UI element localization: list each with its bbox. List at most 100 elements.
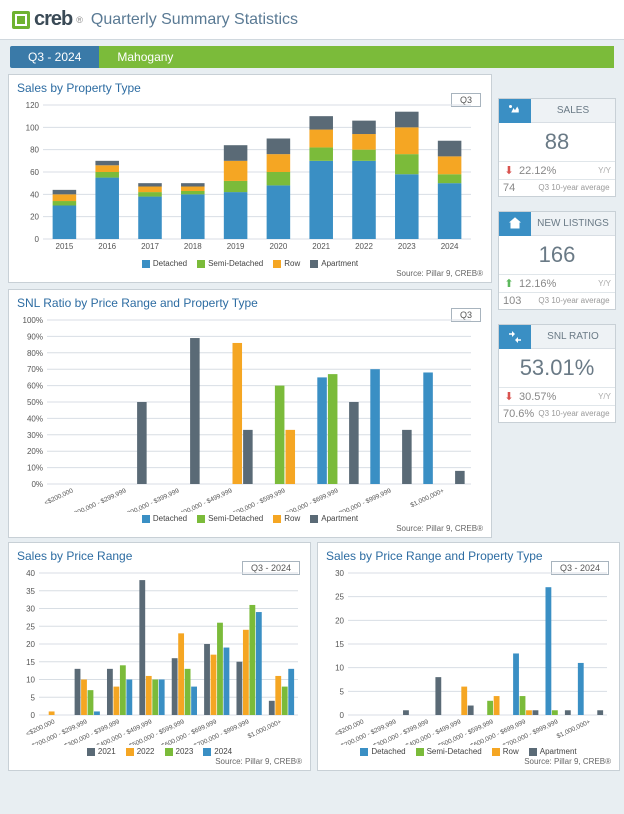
svg-text:5: 5: [340, 687, 345, 696]
svg-text:$1,000,000+: $1,000,000+: [556, 718, 592, 740]
logo-registered: ®: [76, 15, 83, 25]
stat-card-sales: SALES 88 ⬇ 22.12% Y/Y 74 Q3 10-year aver…: [498, 98, 616, 197]
svg-text:0: 0: [35, 235, 40, 244]
stat-card-snl: SNL RATIO 53.01% ⬇ 30.57% Y/Y 70.6% Q3 1…: [498, 324, 616, 423]
chart3-area: 0510152025303540<$200,000$200,000 - $299…: [17, 565, 302, 745]
svg-text:$1,000,000+: $1,000,000+: [247, 718, 283, 740]
stat-sales-pct: 22.12%: [519, 165, 594, 177]
svg-text:30%: 30%: [27, 431, 43, 440]
svg-text:0%: 0%: [31, 480, 43, 489]
snl-icon: [499, 325, 531, 349]
svg-text:2015: 2015: [56, 242, 74, 251]
svg-text:$700,000 - $999,999: $700,000 - $999,999: [335, 487, 393, 512]
chart2-source: Source: Pillar 9, CREB®: [17, 524, 483, 533]
stat-sales-yy: Y/Y: [598, 166, 611, 175]
svg-text:2018: 2018: [184, 242, 202, 251]
chart4-source: Source: Pillar 9, CREB®: [326, 757, 611, 766]
quarter-badge: Q3 - 2024: [10, 46, 99, 68]
svg-text:2019: 2019: [227, 242, 245, 251]
listings-icon: [499, 212, 531, 236]
stat-snl-avg-lbl: Q3 10-year average: [537, 410, 611, 419]
page-title: Quarterly Summary Statistics: [91, 11, 298, 29]
stat-listings-avg-lbl: Q3 10-year average: [537, 297, 611, 306]
subheader: Q3 - 2024 Mahogany: [10, 46, 614, 68]
svg-text:15: 15: [335, 640, 344, 649]
svg-text:80%: 80%: [27, 349, 43, 358]
svg-text:0: 0: [31, 711, 36, 720]
svg-text:10: 10: [335, 664, 344, 673]
svg-text:25: 25: [335, 593, 344, 602]
svg-text:$200,000 - $299,999: $200,000 - $299,999: [70, 487, 128, 512]
stat-listings-yy: Y/Y: [598, 279, 611, 288]
svg-text:50%: 50%: [27, 398, 43, 407]
stat-snl-avg: 70.6%: [503, 408, 533, 420]
chart3-source: Source: Pillar 9, CREB®: [17, 757, 302, 766]
chart4-legend: DetachedSemi-DetachedRowApartment: [326, 747, 611, 756]
svg-text:100: 100: [26, 123, 40, 132]
svg-text:60: 60: [30, 168, 39, 177]
chart2-area: 0%10%20%30%40%50%60%70%80%90%100%<$200,0…: [17, 312, 483, 512]
svg-text:10: 10: [26, 676, 35, 685]
logo-text: creb: [34, 8, 72, 31]
svg-text:100%: 100%: [23, 316, 43, 325]
svg-text:40: 40: [26, 569, 35, 578]
svg-text:40: 40: [30, 190, 39, 199]
svg-text:15: 15: [26, 658, 35, 667]
chart1-source: Source: Pillar 9, CREB®: [17, 269, 483, 278]
stat-sales-value: 88: [499, 123, 615, 162]
region-badge: Mahogany: [99, 46, 614, 68]
svg-text:90%: 90%: [27, 332, 43, 341]
chart1-legend: DetachedSemi-DetachedRowApartment: [17, 259, 483, 268]
stat-card-listings: NEW LISTINGS 166 ⬆ 12.16% Y/Y 103 Q3 10-…: [498, 211, 616, 310]
stat-listings-value: 166: [499, 236, 615, 275]
svg-text:0: 0: [340, 711, 345, 720]
arrow-down-icon: ⬇: [503, 164, 515, 177]
svg-text:$400,000 - $499,999: $400,000 - $499,999: [176, 487, 234, 512]
stat-snl-pct: 30.57%: [519, 391, 594, 403]
logo: creb ®: [12, 8, 83, 31]
panel-snl-ratio: SNL Ratio by Price Range and Property Ty…: [8, 289, 492, 538]
stat-sales-avg-lbl: Q3 10-year average: [537, 184, 611, 193]
svg-text:<$200,000: <$200,000: [43, 487, 74, 507]
svg-text:20%: 20%: [27, 447, 43, 456]
svg-text:30: 30: [26, 605, 35, 614]
svg-text:$500,000 - $599,999: $500,000 - $599,999: [229, 487, 287, 512]
header: creb ® Quarterly Summary Statistics: [0, 0, 624, 40]
stat-sales-title: SALES: [531, 99, 615, 123]
chart1-area: 0204060801001202015201620172018201920202…: [17, 97, 483, 257]
svg-text:20: 20: [26, 640, 35, 649]
svg-text:2022: 2022: [355, 242, 373, 251]
panel-sales-by-type: Sales by Property Type Q3 02040608010012…: [8, 74, 492, 283]
svg-text:5: 5: [31, 693, 36, 702]
stat-sales-avg: 74: [503, 182, 533, 194]
stat-listings-avg: 103: [503, 295, 533, 307]
svg-text:2016: 2016: [98, 242, 116, 251]
svg-text:35: 35: [26, 587, 35, 596]
svg-text:80: 80: [30, 146, 39, 155]
svg-text:120: 120: [26, 101, 40, 110]
chart2-title: SNL Ratio by Price Range and Property Ty…: [17, 296, 483, 310]
chart3-legend: 2021202220232024: [17, 747, 302, 756]
panel-sales-by-range: Sales by Price Range Q3 - 2024 051015202…: [8, 542, 311, 771]
svg-text:$300,000 - $399,999: $300,000 - $399,999: [123, 487, 181, 512]
sales-icon: [499, 99, 531, 123]
arrow-down-icon: ⬇: [503, 390, 515, 403]
svg-text:2017: 2017: [141, 242, 159, 251]
svg-text:2023: 2023: [398, 242, 416, 251]
svg-text:25: 25: [26, 622, 35, 631]
svg-text:2024: 2024: [441, 242, 459, 251]
stat-snl-yy: Y/Y: [598, 392, 611, 401]
svg-text:70%: 70%: [27, 365, 43, 374]
panel-sales-by-range-type: Sales by Price Range and Property Type Q…: [317, 542, 620, 771]
chart2-legend: DetachedSemi-DetachedRowApartment: [17, 514, 483, 523]
arrow-up-icon: ⬆: [503, 277, 515, 290]
stat-listings-pct: 12.16%: [519, 278, 594, 290]
chart1-title: Sales by Property Type: [17, 81, 483, 95]
svg-text:20: 20: [335, 616, 344, 625]
stat-snl-value: 53.01%: [499, 349, 615, 388]
logo-icon: [12, 11, 30, 29]
svg-text:30: 30: [335, 569, 344, 578]
svg-text:$1,000,000+: $1,000,000+: [409, 487, 445, 509]
svg-text:20: 20: [30, 213, 39, 222]
svg-text:10%: 10%: [27, 464, 43, 473]
